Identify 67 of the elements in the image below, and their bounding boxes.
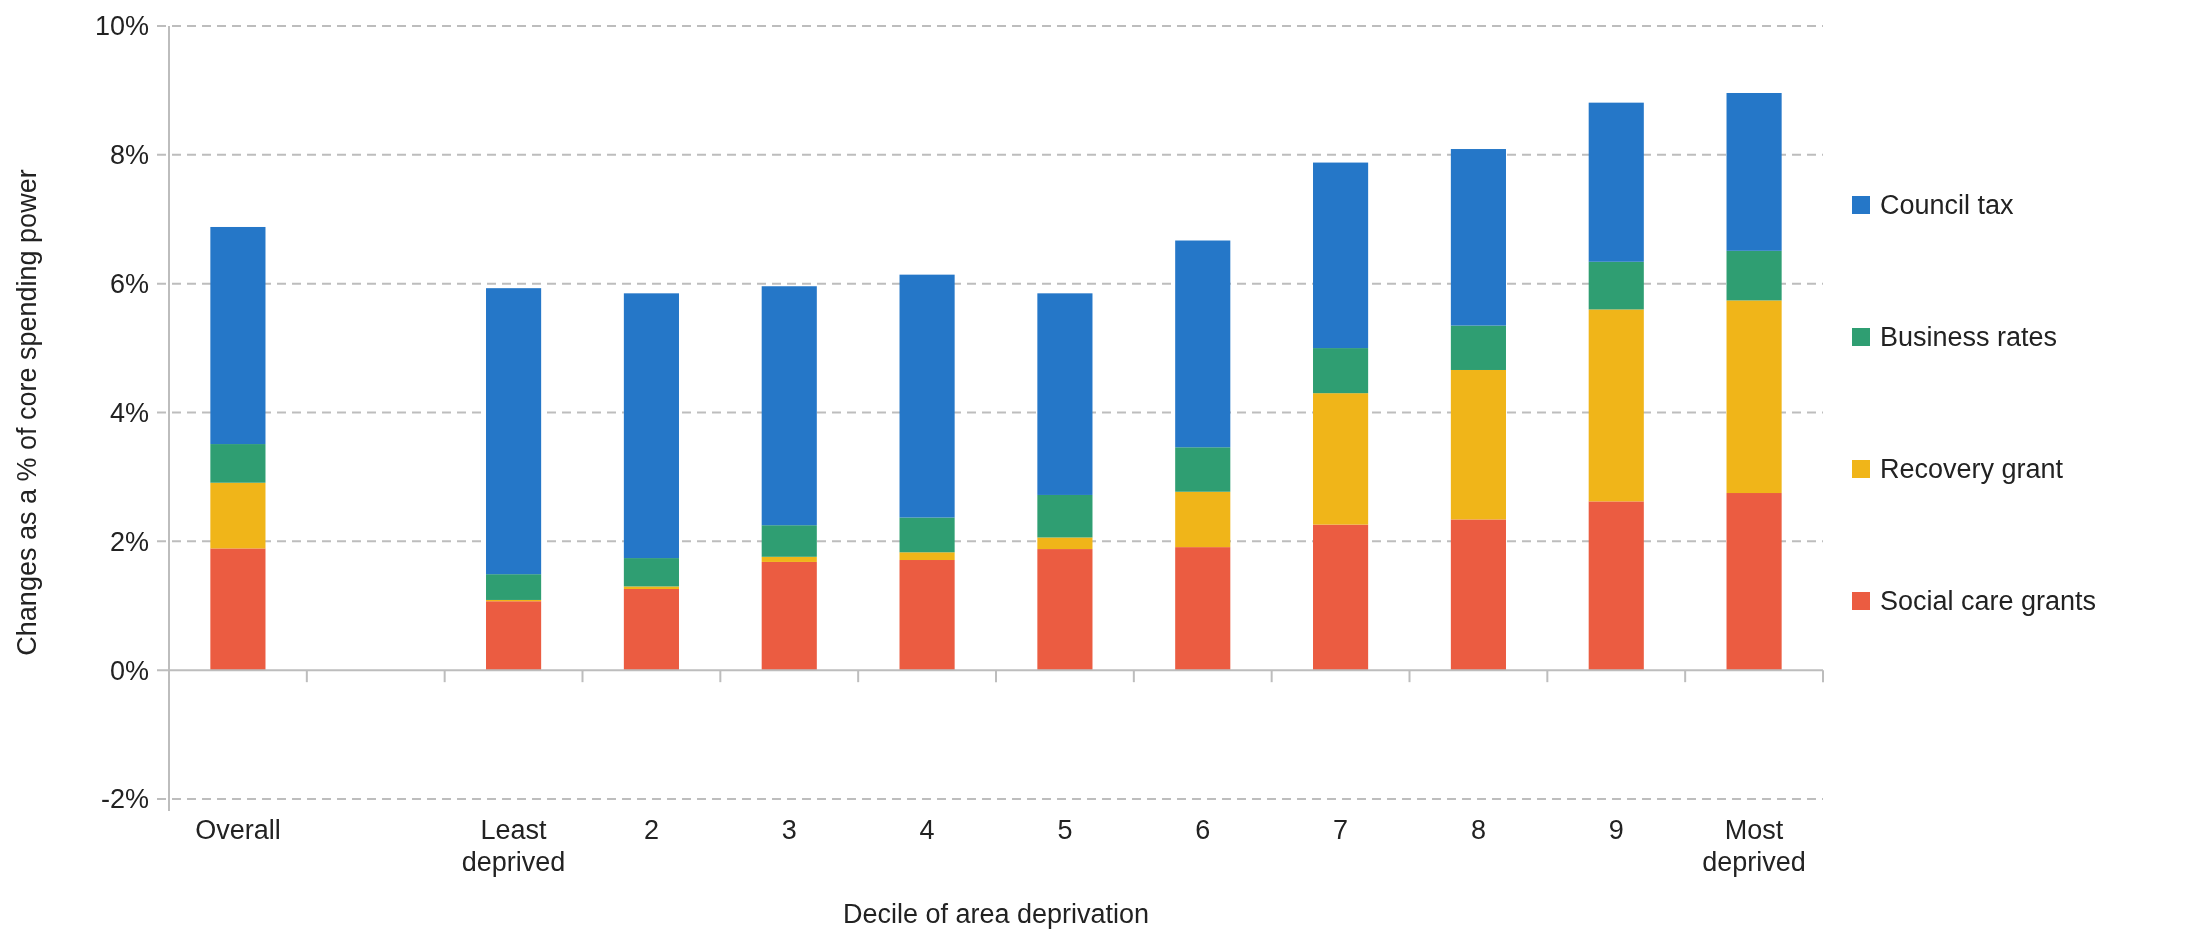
bar	[1450, 519, 1506, 671]
bar	[1313, 348, 1369, 394]
x-tick-label: 4	[919, 815, 935, 845]
bar	[486, 574, 542, 600]
x-tick-label: 7	[1333, 815, 1349, 845]
bar	[1450, 369, 1506, 520]
bar	[761, 525, 817, 557]
y-tick-label: 8%	[109, 140, 149, 171]
bar	[1037, 537, 1093, 550]
x-tick-label: 9	[1608, 815, 1624, 845]
bar	[1588, 501, 1644, 671]
x-tick-label: 8	[1470, 815, 1486, 845]
x-tick-label: 3	[781, 815, 797, 845]
bar	[761, 556, 817, 562]
y-tick-label: 10%	[94, 11, 149, 42]
bar	[1313, 393, 1369, 525]
bar	[899, 274, 955, 518]
legend-label: Recovery grant	[1880, 454, 2064, 485]
bar	[623, 589, 679, 671]
bar	[899, 552, 955, 561]
bar	[1588, 102, 1644, 262]
x-axis-title: Decile of area deprivation	[842, 899, 1150, 929]
bar	[210, 548, 266, 671]
y-tick-label: 2%	[109, 526, 149, 557]
x-tick-label: Most deprived	[1702, 815, 1806, 878]
bar	[1175, 447, 1231, 492]
bar	[1175, 491, 1231, 548]
bar	[1726, 92, 1782, 251]
bar	[1450, 149, 1506, 326]
bar	[486, 601, 542, 671]
bar	[623, 558, 679, 587]
y-tick-label: -2%	[100, 784, 149, 815]
y-tick-label: 6%	[109, 269, 149, 300]
y-axis-title: Changes as a % of core spending power	[12, 169, 42, 656]
x-tick-label: 6	[1195, 815, 1211, 845]
legend-label: Council tax	[1880, 190, 2015, 221]
bar	[1037, 494, 1093, 538]
legend-label: Social care grants	[1880, 586, 2097, 617]
x-tick-label: Least deprived	[461, 815, 566, 878]
bar	[761, 561, 817, 671]
bar	[899, 517, 955, 553]
bar	[210, 444, 266, 483]
x-tick-label: Overall	[195, 815, 281, 845]
x-tick-label: 2	[643, 815, 659, 845]
bar	[1726, 300, 1782, 494]
bar	[210, 482, 266, 549]
bar	[1313, 524, 1369, 671]
bar	[899, 560, 955, 671]
bar	[623, 293, 679, 559]
x-tick-label: 5	[1057, 815, 1073, 845]
bar	[1037, 293, 1093, 495]
bar	[1588, 261, 1644, 310]
y-tick-label: 0%	[109, 655, 149, 686]
bar	[1726, 493, 1782, 671]
bar	[623, 586, 679, 589]
bar	[210, 226, 266, 445]
legend-label: Business rates	[1880, 322, 2058, 353]
y-tick-label: 4%	[109, 397, 149, 428]
bar	[486, 288, 542, 575]
bar	[1726, 250, 1782, 301]
bar	[1037, 549, 1093, 671]
bar	[1313, 162, 1369, 349]
bar	[1450, 325, 1506, 370]
bar	[1175, 547, 1231, 671]
bar	[761, 286, 817, 526]
bar	[1588, 309, 1644, 502]
bar	[1175, 240, 1231, 448]
